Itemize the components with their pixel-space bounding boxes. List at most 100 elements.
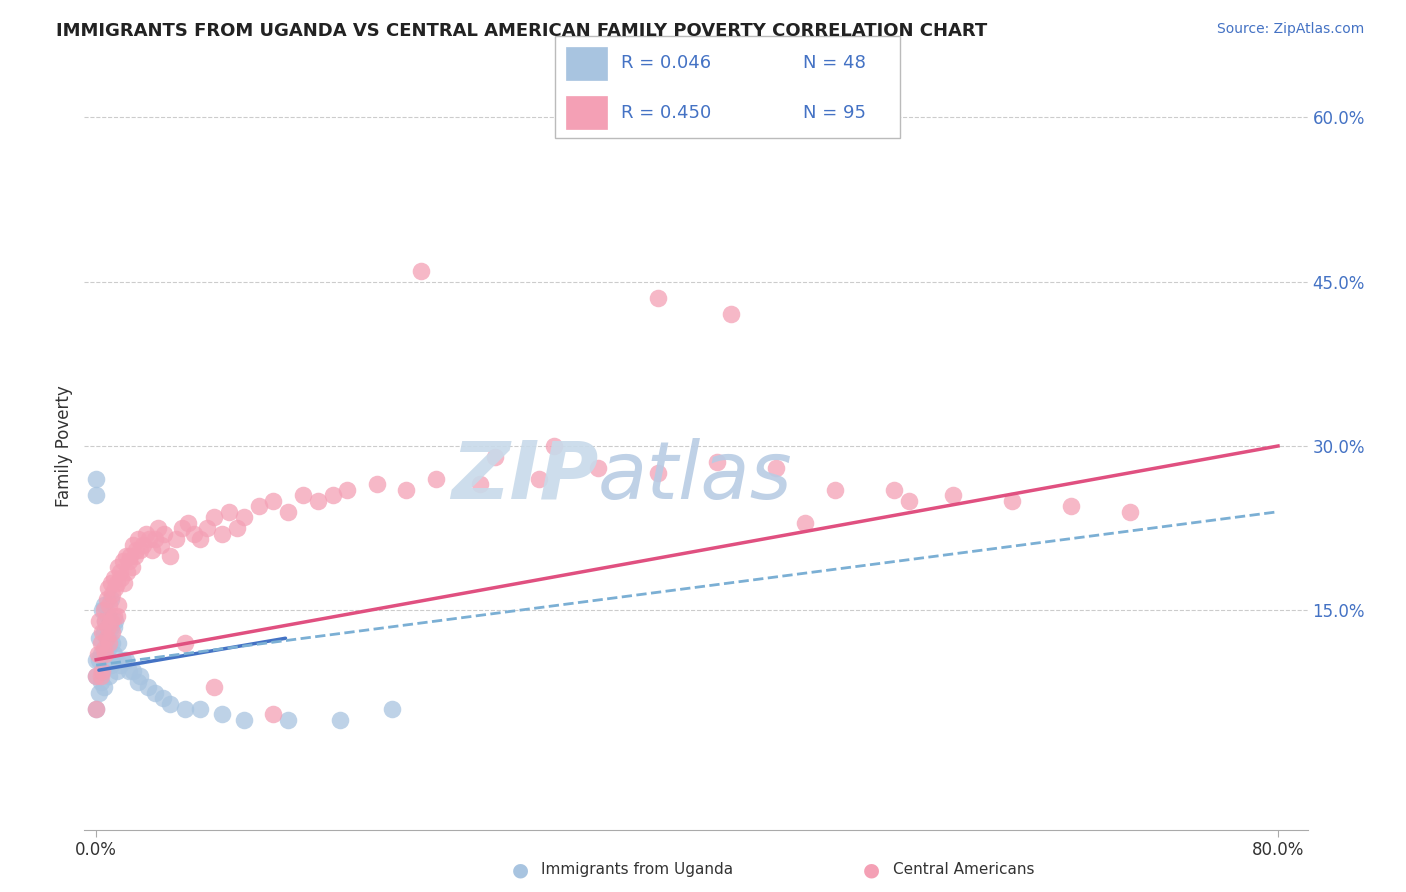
Point — [93, 598, 115, 612]
Point — [143, 532, 166, 546]
Point — [159, 697, 181, 711]
Text: Central Americans: Central Americans — [893, 863, 1035, 877]
Point — [211, 707, 233, 722]
Point — [942, 488, 965, 502]
Point — [121, 559, 143, 574]
Point — [93, 603, 115, 617]
Point — [104, 615, 127, 629]
Point — [96, 592, 118, 607]
Point — [127, 532, 149, 546]
Point — [93, 680, 115, 694]
Point — [425, 472, 447, 486]
Point — [120, 549, 142, 563]
Point — [1060, 500, 1083, 514]
Point — [484, 450, 506, 464]
Point — [307, 493, 329, 508]
Point — [262, 707, 284, 722]
Point — [114, 653, 136, 667]
Point — [152, 691, 174, 706]
Point — [111, 554, 134, 568]
Point — [94, 615, 117, 629]
Point — [100, 576, 122, 591]
Text: ●: ● — [863, 860, 880, 880]
Text: ZIP: ZIP — [451, 438, 598, 516]
FancyBboxPatch shape — [555, 36, 900, 138]
Point — [112, 576, 135, 591]
Point — [114, 549, 136, 563]
Point — [470, 477, 492, 491]
Point — [100, 592, 122, 607]
Point — [195, 521, 218, 535]
Point — [170, 521, 193, 535]
Point — [897, 493, 920, 508]
Point — [138, 532, 160, 546]
Point — [84, 702, 107, 716]
Point — [103, 570, 125, 584]
Point — [94, 653, 117, 667]
Point — [543, 439, 565, 453]
Point — [104, 582, 127, 596]
Point — [84, 488, 107, 502]
Point — [292, 488, 315, 502]
Point — [122, 538, 145, 552]
Point — [94, 647, 117, 661]
Point — [103, 647, 125, 661]
Point — [86, 647, 108, 661]
Text: IMMIGRANTS FROM UGANDA VS CENTRAL AMERICAN FAMILY POVERTY CORRELATION CHART: IMMIGRANTS FROM UGANDA VS CENTRAL AMERIC… — [56, 22, 987, 40]
Text: Immigrants from Uganda: Immigrants from Uganda — [541, 863, 734, 877]
Point — [218, 505, 240, 519]
Point — [177, 516, 200, 530]
Text: ●: ● — [512, 860, 529, 880]
Point — [329, 713, 352, 727]
Point — [143, 685, 166, 699]
Point — [824, 483, 846, 497]
Point — [100, 620, 122, 634]
Text: R = 0.046: R = 0.046 — [621, 54, 711, 72]
Point — [765, 461, 787, 475]
Point — [97, 608, 120, 623]
FancyBboxPatch shape — [565, 47, 607, 79]
Point — [183, 526, 205, 541]
Point — [97, 641, 120, 656]
Point — [91, 603, 114, 617]
Point — [91, 664, 114, 678]
Point — [411, 263, 433, 277]
FancyBboxPatch shape — [565, 96, 607, 129]
Point — [94, 615, 117, 629]
Point — [91, 625, 114, 640]
Text: N = 48: N = 48 — [803, 54, 866, 72]
Point — [103, 608, 125, 623]
Point — [135, 526, 157, 541]
Point — [132, 538, 155, 552]
Point — [262, 493, 284, 508]
Text: Source: ZipAtlas.com: Source: ZipAtlas.com — [1216, 22, 1364, 37]
Point — [100, 615, 122, 629]
Point — [225, 521, 247, 535]
Point — [141, 543, 163, 558]
Point — [97, 620, 120, 634]
Point — [103, 620, 125, 634]
Point — [381, 702, 404, 716]
Point — [124, 549, 146, 563]
Point — [110, 570, 132, 584]
Point — [122, 664, 145, 678]
Point — [129, 669, 152, 683]
Point — [90, 669, 112, 683]
Point — [159, 549, 181, 563]
Point — [91, 664, 114, 678]
Point — [232, 510, 254, 524]
Point — [107, 559, 129, 574]
Point — [202, 510, 225, 524]
Y-axis label: Family Poverty: Family Poverty — [55, 385, 73, 507]
Point — [108, 658, 131, 673]
Point — [90, 647, 112, 661]
Point — [98, 598, 121, 612]
Point — [188, 702, 211, 716]
Point — [153, 526, 176, 541]
Point — [647, 467, 669, 481]
Point — [1001, 493, 1024, 508]
Point — [108, 565, 131, 579]
Text: atlas: atlas — [598, 438, 793, 516]
Point — [1119, 505, 1142, 519]
Point — [115, 565, 138, 579]
